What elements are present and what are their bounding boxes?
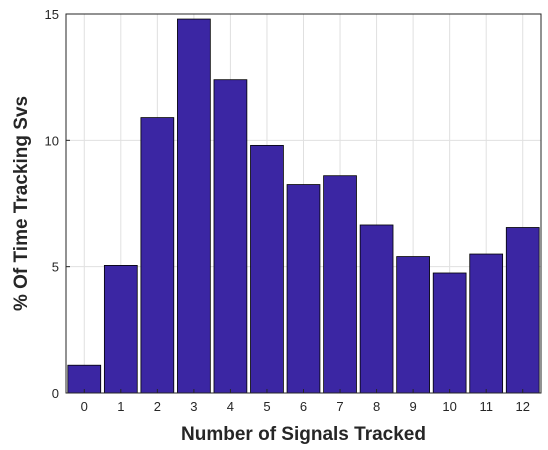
x-tick-label: 6 [300, 399, 307, 414]
x-tick-label: 11 [479, 399, 493, 414]
x-tick-label: 1 [117, 399, 124, 414]
bar-2 [140, 117, 175, 394]
bar-5 [250, 144, 284, 394]
x-tick-label: 9 [409, 399, 416, 414]
bar-12 [505, 227, 540, 394]
bar-6 [286, 184, 321, 394]
x-tick-label: 4 [227, 399, 234, 414]
y-tick-label: 0 [52, 386, 59, 401]
y-tick-label: 5 [52, 260, 59, 275]
bar-9 [396, 256, 430, 394]
x-tick-label: 0 [81, 399, 88, 414]
y-tick-label: 15 [45, 7, 59, 22]
x-tick-label: 5 [263, 399, 270, 414]
y-axis-label: % Of Time Tracking Svs [11, 96, 32, 311]
bar-10 [432, 272, 467, 394]
x-tick-label: 2 [154, 399, 161, 414]
bar-1 [103, 265, 138, 394]
x-axis-label: Number of Signals Tracked [181, 424, 426, 445]
x-tick-label: 7 [336, 399, 343, 414]
x-tick-label: 10 [442, 399, 456, 414]
x-tick-label: 3 [190, 399, 197, 414]
bar-3 [177, 18, 211, 394]
bar-11 [469, 253, 504, 394]
y-tick-label: 10 [45, 133, 59, 148]
bar-7 [323, 175, 357, 394]
bar-0 [67, 364, 102, 394]
bar-8 [359, 224, 394, 394]
x-tick-label: 12 [515, 399, 529, 414]
bar-4 [213, 79, 248, 394]
x-tick-label: 8 [373, 399, 380, 414]
bars [67, 18, 540, 394]
